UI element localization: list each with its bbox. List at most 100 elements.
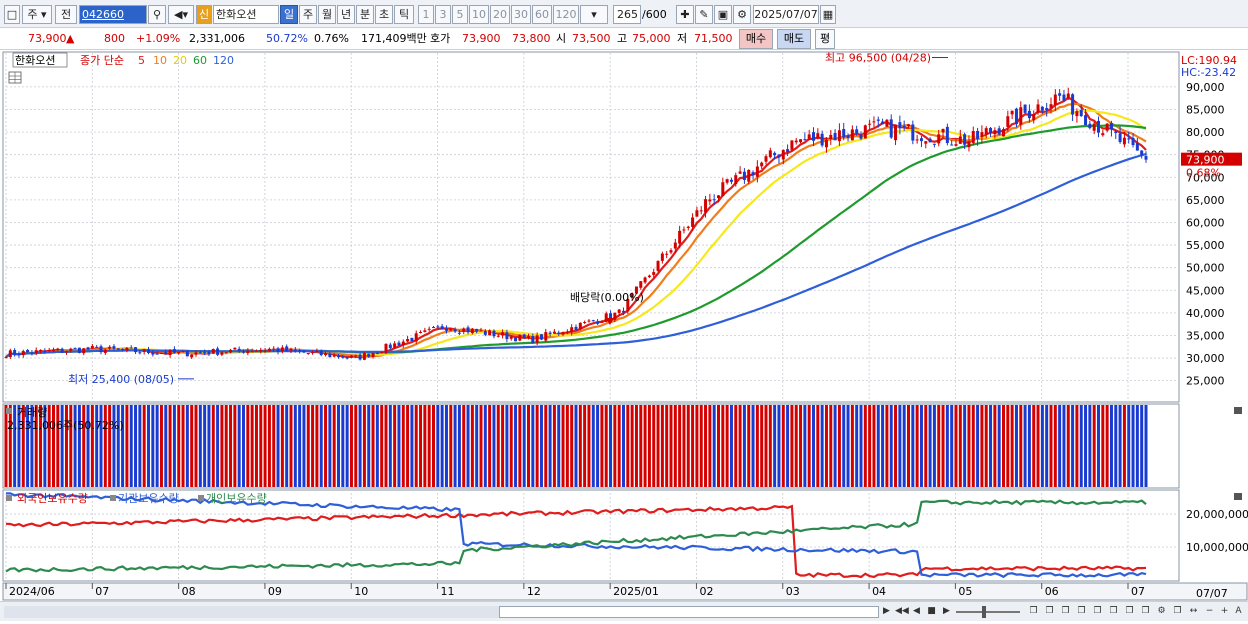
volume-bar — [993, 405, 997, 487]
interval-30[interactable]: 30 — [511, 5, 531, 24]
interval-120[interactable]: 120 — [553, 5, 579, 24]
volume-bar — [617, 405, 621, 487]
prev-page-icon[interactable]: ◀ — [913, 606, 920, 616]
date-input[interactable]: 2025/07/07 — [753, 5, 819, 24]
interval-3[interactable]: 3 — [435, 5, 451, 24]
candle-body — [289, 348, 293, 351]
ma-legend-label: 종가 단순 — [80, 54, 124, 67]
tab-month[interactable]: 월 — [318, 5, 336, 24]
candle-body — [30, 352, 34, 354]
stop-icon[interactable]: ■ — [927, 606, 936, 616]
tab-week[interactable]: 주 — [299, 5, 317, 24]
volume-bar — [64, 405, 68, 487]
scroll-thumb[interactable] — [499, 606, 879, 618]
period-select[interactable]: 주 ▾ — [22, 5, 52, 24]
volume-bar — [311, 405, 315, 487]
candle-body — [34, 350, 38, 353]
candle-body — [1049, 104, 1053, 108]
copy-icon[interactable]: ❐ — [1077, 606, 1086, 616]
font-size-icon[interactable]: A — [1235, 606, 1242, 616]
sell-button[interactable]: 매도 — [777, 29, 811, 49]
volume-bar — [656, 405, 660, 487]
settings-icon[interactable]: ⚙ — [1157, 606, 1166, 616]
volume-bar — [293, 405, 297, 487]
candle-body — [859, 134, 863, 139]
candle-body — [885, 119, 889, 127]
volume-bar — [561, 405, 565, 487]
interval-5[interactable]: 5 — [452, 5, 468, 24]
speaker-icon[interactable]: ◀▾ — [168, 5, 194, 24]
interval-10[interactable]: 10 — [469, 5, 489, 24]
volume-bar — [276, 405, 280, 487]
candle-body — [669, 250, 673, 253]
stock-chart[interactable]: 2024/06 07 08 09 10 11 12 2025/01 02 03 04 05 06 07 90… — [0, 50, 1248, 621]
interval-1[interactable]: 1 — [418, 5, 434, 24]
copy-icon[interactable]: ❐ — [1173, 606, 1182, 616]
volume-bar — [397, 405, 401, 487]
copy-icon[interactable]: ❐ — [1125, 606, 1134, 616]
copy-icon[interactable]: ❐ — [1109, 606, 1118, 616]
scroll-track[interactable] — [4, 606, 499, 618]
close-icon[interactable] — [1234, 493, 1242, 500]
candle-body — [436, 326, 440, 328]
volume-bar — [440, 405, 444, 487]
candle-body — [570, 327, 574, 333]
tab-minute[interactable]: 분 — [356, 5, 374, 24]
candle-body — [1135, 143, 1139, 151]
volume-bar — [1140, 405, 1144, 487]
save-icon[interactable]: ▣ — [714, 5, 732, 24]
volume-bar — [315, 405, 319, 487]
candle-body — [216, 348, 220, 355]
volume-bar — [721, 405, 725, 487]
copy-icon[interactable]: ❐ — [1061, 606, 1070, 616]
price-panel[interactable] — [2, 51, 1180, 403]
zoom-slider[interactable] — [956, 611, 1020, 613]
stock-code-input[interactable]: 042660 — [79, 5, 147, 24]
copy-icon[interactable]: ❐ — [1093, 606, 1102, 616]
crosshair-icon[interactable]: ✚ — [676, 5, 694, 24]
volume-bar — [919, 405, 923, 487]
zoom-out-icon[interactable]: − — [1205, 606, 1214, 616]
stock-name[interactable]: 한화오션 — [213, 5, 279, 24]
volume-bar — [371, 405, 375, 487]
scroll-right-icon[interactable]: ▶ — [883, 606, 890, 616]
price-axis-label: 50,000 — [1186, 262, 1225, 275]
volume-bar — [388, 405, 392, 487]
prev-button[interactable]: 전 — [55, 5, 77, 24]
copy-icon[interactable]: ❐ — [1029, 606, 1038, 616]
tab-day[interactable]: 일 — [280, 5, 298, 24]
volume-bar — [82, 405, 86, 487]
candle-body — [155, 353, 159, 355]
interval-dropdown[interactable]: ▾ — [580, 5, 608, 24]
zoom-in-icon[interactable]: + — [1220, 606, 1229, 616]
zoom-slider-handle[interactable] — [982, 606, 986, 618]
candle-body — [77, 347, 81, 353]
calendar-icon[interactable]: ▦ — [820, 5, 836, 24]
volume-bar — [889, 405, 893, 487]
volume-bar — [90, 405, 94, 487]
interval-60[interactable]: 60 — [532, 5, 552, 24]
holdings-panel[interactable] — [2, 489, 1180, 582]
eval-button[interactable]: 평 — [815, 29, 835, 49]
low-annotation: 최저 25,400 (08/05) — [68, 373, 174, 386]
volume-bar — [129, 405, 133, 487]
close-icon[interactable] — [1234, 407, 1242, 414]
first-page-icon[interactable]: ◀◀ — [895, 606, 909, 616]
tab-tick[interactable]: 틱 — [394, 5, 414, 24]
copy-icon[interactable]: ❐ — [1045, 606, 1054, 616]
copy-icon[interactable]: ❐ — [1141, 606, 1150, 616]
tab-second[interactable]: 초 — [375, 5, 393, 24]
candle-body — [738, 171, 742, 174]
expand-icon[interactable]: ↔ — [1189, 606, 1198, 616]
next-page-icon[interactable]: ▶ — [943, 606, 950, 616]
search-icon[interactable]: ⚲ — [148, 5, 166, 24]
interval-20[interactable]: 20 — [490, 5, 510, 24]
layout-icon[interactable]: □ — [4, 5, 20, 24]
count-input[interactable]: 265 — [613, 5, 641, 24]
tab-year[interactable]: 년 — [337, 5, 355, 24]
candle-body — [21, 351, 25, 356]
foreign-holdings-line — [5, 504, 1147, 579]
gear-icon[interactable]: ⚙ — [733, 5, 751, 24]
buy-button[interactable]: 매수 — [739, 29, 773, 49]
draw-icon[interactable]: ✎ — [695, 5, 713, 24]
